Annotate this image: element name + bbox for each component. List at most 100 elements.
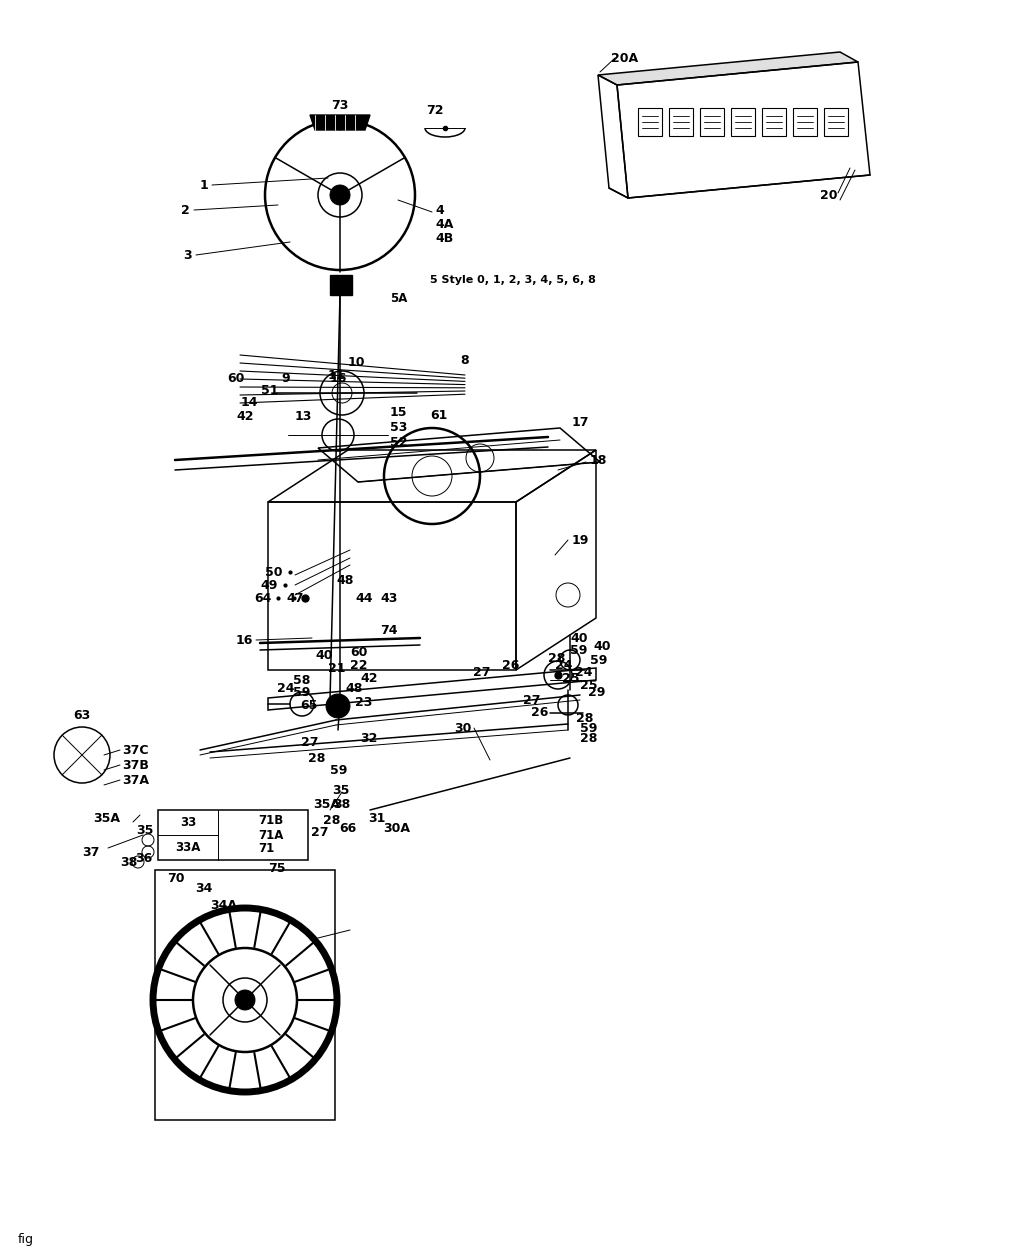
Text: 27: 27 bbox=[311, 826, 328, 838]
Circle shape bbox=[235, 990, 255, 1010]
Text: 35A: 35A bbox=[313, 797, 340, 811]
Text: 16: 16 bbox=[330, 371, 348, 384]
Text: 37: 37 bbox=[83, 846, 100, 859]
Text: 60: 60 bbox=[228, 371, 245, 384]
Bar bbox=[762, 108, 786, 136]
Bar bbox=[700, 108, 724, 136]
Text: 24: 24 bbox=[575, 666, 592, 679]
Text: 42: 42 bbox=[236, 409, 254, 423]
Bar bbox=[731, 108, 755, 136]
Text: 26: 26 bbox=[530, 705, 548, 719]
Text: 36: 36 bbox=[135, 851, 153, 865]
Circle shape bbox=[330, 185, 350, 205]
Text: 73: 73 bbox=[331, 98, 349, 112]
Text: 29: 29 bbox=[588, 685, 606, 699]
Text: 14: 14 bbox=[240, 395, 258, 408]
Text: 59: 59 bbox=[590, 653, 608, 666]
Text: 25: 25 bbox=[562, 671, 580, 685]
Text: 49: 49 bbox=[261, 578, 278, 592]
Text: 60: 60 bbox=[350, 646, 367, 658]
Text: 13: 13 bbox=[295, 409, 313, 423]
Text: 52: 52 bbox=[390, 436, 408, 448]
Text: 20: 20 bbox=[820, 189, 838, 201]
Bar bbox=[155, 870, 335, 1121]
Text: 3: 3 bbox=[184, 248, 192, 262]
Text: 16: 16 bbox=[235, 633, 253, 647]
Text: 28: 28 bbox=[323, 813, 340, 826]
Bar bbox=[824, 108, 848, 136]
Text: 28: 28 bbox=[548, 651, 566, 665]
Text: 17: 17 bbox=[572, 415, 589, 428]
Text: 19: 19 bbox=[572, 534, 589, 546]
Text: 64: 64 bbox=[255, 592, 272, 604]
Text: 27: 27 bbox=[473, 666, 490, 679]
Bar bbox=[669, 108, 694, 136]
Text: 5 Style 0, 1, 2, 3, 4, 5, 6, 8: 5 Style 0, 1, 2, 3, 4, 5, 6, 8 bbox=[430, 274, 595, 285]
Text: 26: 26 bbox=[502, 658, 519, 671]
Text: 37A: 37A bbox=[122, 773, 149, 787]
Text: 22: 22 bbox=[350, 658, 367, 671]
Text: 24: 24 bbox=[278, 681, 295, 695]
Text: 32: 32 bbox=[360, 731, 378, 744]
Text: 72: 72 bbox=[426, 103, 444, 117]
Text: 38: 38 bbox=[332, 797, 350, 811]
Text: 59: 59 bbox=[330, 763, 348, 777]
Text: 25: 25 bbox=[580, 679, 598, 691]
Bar bbox=[638, 108, 662, 136]
Text: 9: 9 bbox=[282, 371, 290, 384]
Text: 34A: 34A bbox=[209, 899, 237, 912]
Text: 71A: 71A bbox=[258, 828, 284, 841]
Text: 35A: 35A bbox=[93, 812, 120, 825]
Text: 58: 58 bbox=[293, 674, 310, 686]
Text: 28: 28 bbox=[576, 711, 593, 724]
Text: 33: 33 bbox=[180, 816, 196, 828]
Text: 42: 42 bbox=[360, 671, 378, 685]
Text: 74: 74 bbox=[380, 623, 397, 637]
Text: 37C: 37C bbox=[122, 744, 149, 757]
Text: 71B: 71B bbox=[258, 813, 283, 826]
Text: 61: 61 bbox=[430, 408, 448, 422]
Text: 21: 21 bbox=[328, 661, 346, 675]
Text: 4B: 4B bbox=[436, 232, 453, 244]
Text: 11: 11 bbox=[328, 369, 346, 381]
Text: 27: 27 bbox=[300, 735, 318, 749]
Text: 8: 8 bbox=[460, 354, 469, 366]
Text: 44: 44 bbox=[355, 592, 373, 604]
Text: 28: 28 bbox=[308, 752, 325, 764]
Text: 18: 18 bbox=[590, 453, 608, 467]
Text: 48: 48 bbox=[336, 574, 353, 587]
Text: 4A: 4A bbox=[436, 218, 453, 230]
Text: 66: 66 bbox=[338, 822, 356, 835]
Text: 28: 28 bbox=[580, 731, 598, 744]
Text: fig: fig bbox=[18, 1234, 34, 1246]
Text: 5A: 5A bbox=[390, 292, 408, 305]
Text: 50: 50 bbox=[264, 565, 282, 578]
Text: 33A: 33A bbox=[175, 841, 200, 854]
Text: 34: 34 bbox=[195, 881, 213, 894]
Text: 15: 15 bbox=[390, 405, 408, 418]
Text: 70: 70 bbox=[167, 871, 185, 885]
Text: 47: 47 bbox=[286, 592, 303, 604]
Text: 4: 4 bbox=[436, 204, 444, 217]
Text: 59: 59 bbox=[580, 721, 598, 734]
Text: 23: 23 bbox=[355, 695, 373, 709]
Bar bbox=[793, 108, 817, 136]
Text: 75: 75 bbox=[268, 861, 286, 875]
Text: 27: 27 bbox=[522, 694, 540, 706]
Text: 35: 35 bbox=[136, 823, 154, 836]
Polygon shape bbox=[310, 115, 370, 130]
Text: 20A: 20A bbox=[611, 52, 639, 64]
Text: 59: 59 bbox=[570, 643, 587, 656]
Text: 37B: 37B bbox=[122, 758, 149, 772]
Text: 31: 31 bbox=[368, 812, 385, 825]
Text: 30: 30 bbox=[455, 721, 472, 734]
Text: 40: 40 bbox=[593, 640, 611, 652]
Text: 71: 71 bbox=[258, 841, 275, 855]
Text: 24: 24 bbox=[555, 658, 573, 671]
Text: 40: 40 bbox=[315, 648, 332, 661]
Text: 30A: 30A bbox=[383, 822, 410, 835]
Text: 65: 65 bbox=[300, 699, 318, 711]
Text: 53: 53 bbox=[390, 421, 408, 433]
Text: 51: 51 bbox=[260, 384, 278, 397]
Text: 40: 40 bbox=[570, 632, 587, 645]
